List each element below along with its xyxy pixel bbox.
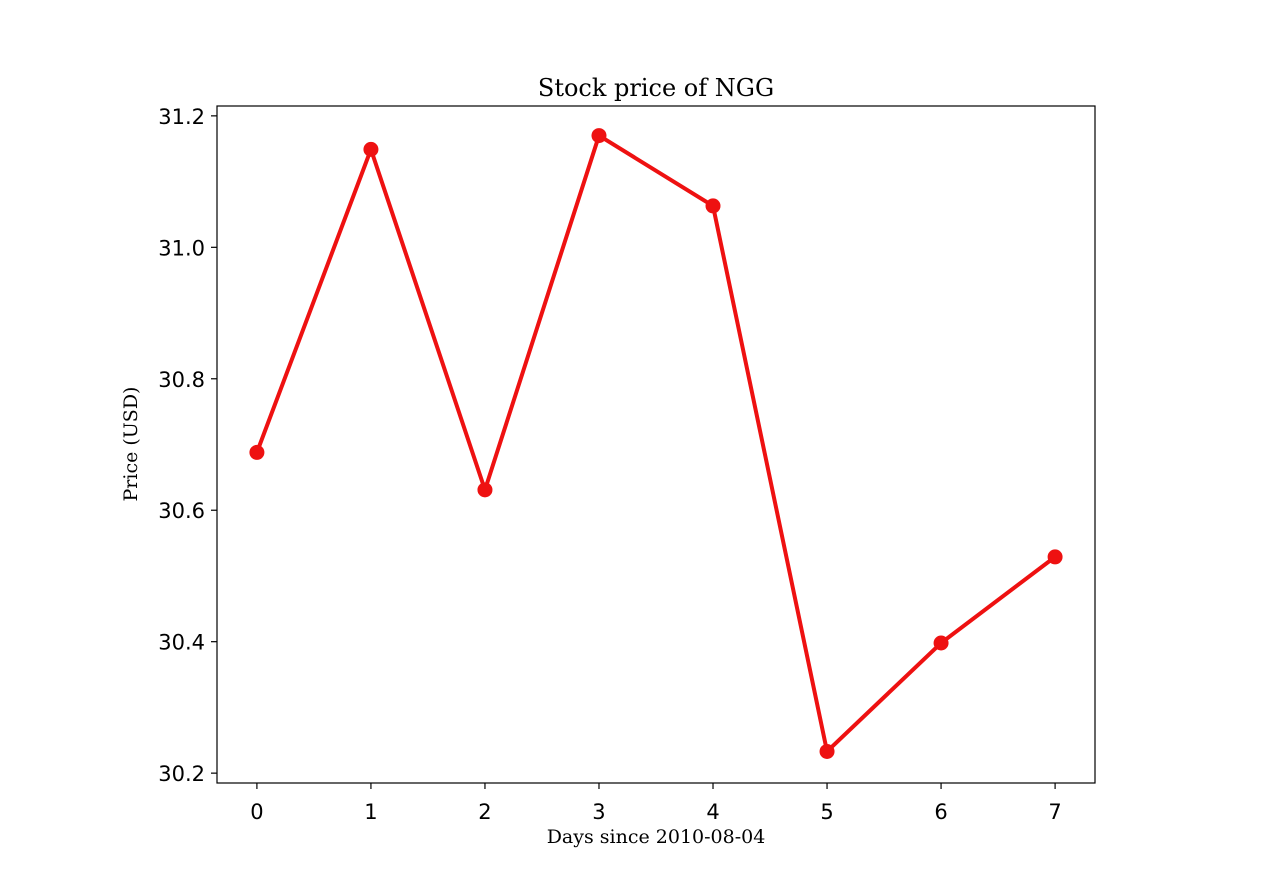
series-line <box>255 132 1057 756</box>
x-tick-label: 2 <box>478 800 491 824</box>
data-point <box>363 141 379 157</box>
x-tick-label: 6 <box>934 800 947 824</box>
y-tick-label: 30.4 <box>158 631 205 655</box>
data-point <box>1047 549 1063 565</box>
x-tick-label: 4 <box>706 800 719 824</box>
x-tick-label: 5 <box>820 800 833 824</box>
y-axis-label: Price (USD) <box>120 387 142 502</box>
x-axis-label: Days since 2010-08-04 <box>547 826 766 848</box>
x-tick-label: 0 <box>250 800 263 824</box>
data-point <box>477 482 493 498</box>
x-tick-label: 3 <box>592 800 605 824</box>
data-point <box>819 743 835 759</box>
y-tick-label: 31.2 <box>158 105 205 129</box>
y-tick-label: 30.2 <box>158 762 205 786</box>
plot-frame <box>216 105 1096 784</box>
data-point <box>249 444 265 460</box>
y-tick-label: 31.0 <box>158 236 205 260</box>
y-tick-label: 30.6 <box>158 499 205 523</box>
data-point <box>591 128 607 144</box>
chart-title: Stock price of NGG <box>538 74 774 102</box>
plot-area: 0 1 2 3 4 5 6 7 30.2 30.4 30.6 30.8 31.0 31.2 <box>158 105 1096 824</box>
y-tick-label: 30.8 <box>158 368 205 392</box>
data-point <box>933 635 949 651</box>
x-tick-label: 1 <box>364 800 377 824</box>
x-tick-label: 7 <box>1048 800 1061 824</box>
data-point <box>705 198 721 214</box>
